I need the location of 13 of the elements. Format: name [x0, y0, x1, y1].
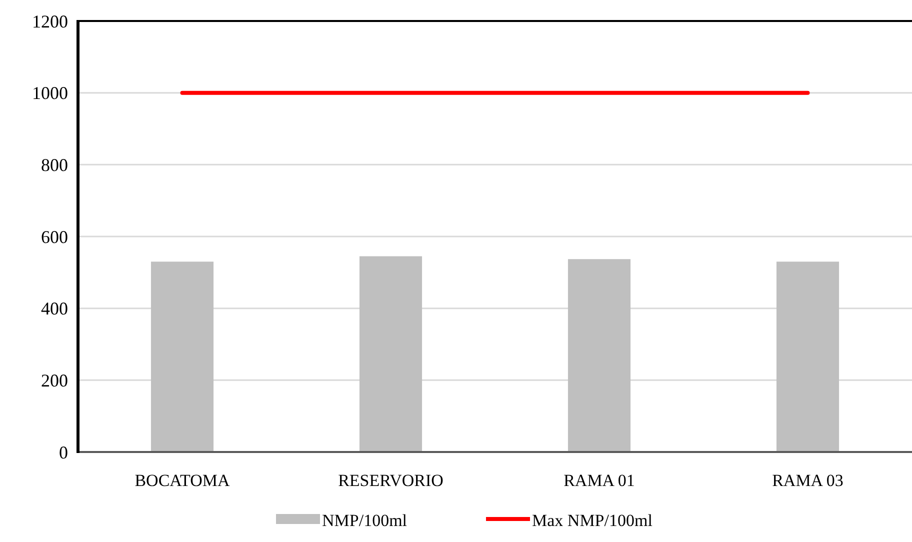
y-tick-label: 600	[41, 226, 68, 247]
x-tick-label: RAMA 01	[564, 471, 635, 490]
y-tick-label: 200	[41, 370, 68, 390]
y-tick-label: 0	[59, 442, 68, 462]
y-tick-label: 800	[41, 154, 68, 175]
legend-label: Max NMP/100ml	[532, 510, 653, 530]
x-tick-label: RAMA 03	[772, 471, 844, 490]
x-tick-label: BOCATOMA	[134, 471, 231, 490]
x-tick-label: RESERVORIO	[338, 471, 444, 490]
y-tick-label: 1000	[32, 83, 68, 104]
y-tick-label: 400	[41, 298, 68, 319]
legend-label: NMP/100ml	[322, 510, 408, 530]
y-tick-label: 1200	[32, 11, 68, 32]
